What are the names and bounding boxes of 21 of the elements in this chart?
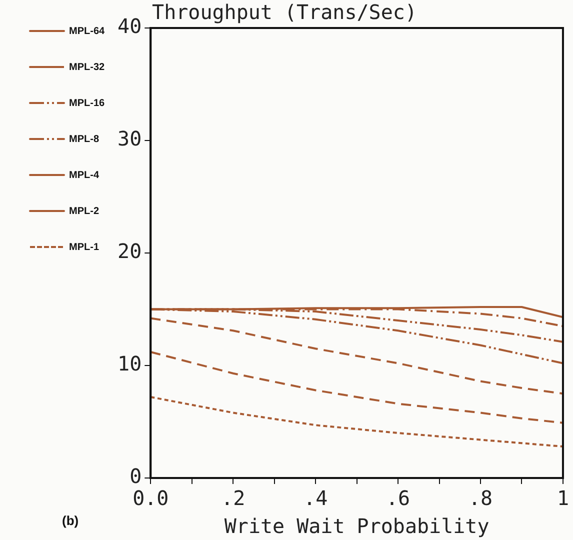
legend-label: MPL-8	[69, 134, 100, 145]
legend-label: MPL-2	[69, 206, 100, 217]
legend-label: MPL-1	[69, 242, 100, 253]
x-tick-label: .6	[386, 486, 410, 510]
legend-label: MPL-64	[69, 26, 105, 37]
y-tick-label: 20	[118, 239, 142, 264]
x-axis-title: Write Wait Probability	[224, 514, 490, 538]
legend-label: MPL-32	[69, 62, 105, 73]
x-tick-label: 0.0	[132, 486, 169, 510]
chart-title: Throughput (Trans/Sec)	[152, 0, 417, 24]
x-tick-label: .4	[304, 486, 328, 510]
legend-label: MPL-16	[69, 98, 105, 109]
y-tick-label: 0	[130, 464, 142, 488]
x-tick-label: 1	[556, 486, 570, 510]
y-tick-label: 30	[118, 126, 142, 151]
y-tick-label: 40	[118, 14, 142, 38]
x-tick-label: .8	[468, 486, 493, 510]
y-tick-label: 10	[118, 352, 142, 376]
text: (b)	[62, 513, 79, 528]
legend-label: MPL-4	[69, 170, 100, 181]
x-tick-label: .2	[221, 486, 246, 510]
